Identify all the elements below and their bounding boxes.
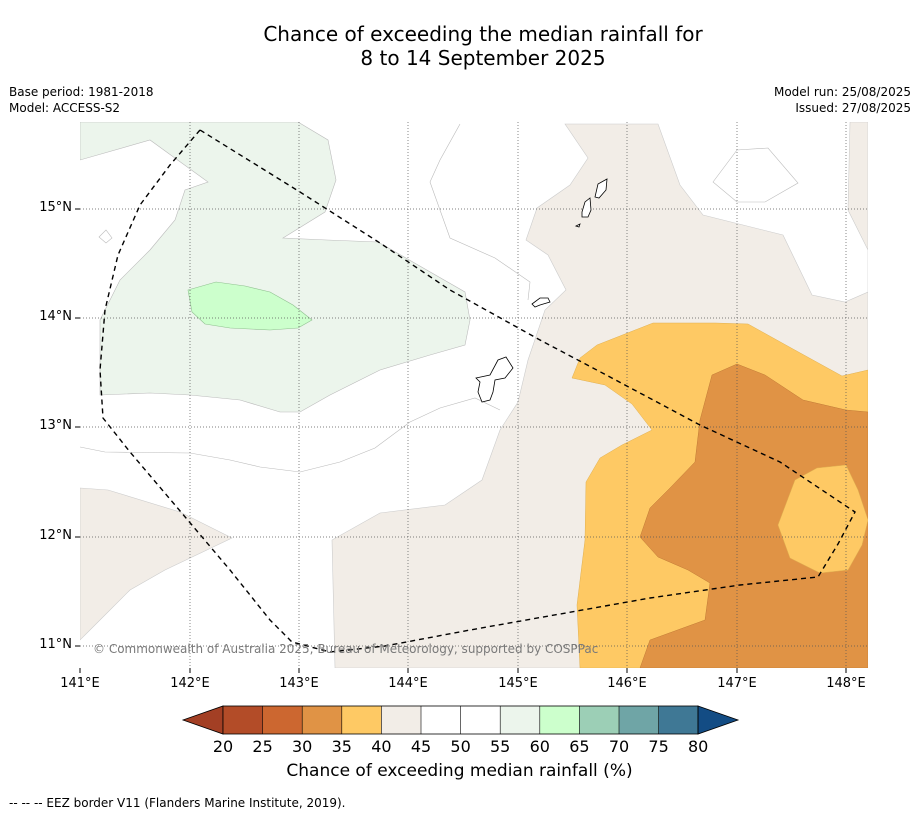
beige-region-southwest — [80, 487, 233, 641]
graticule — [80, 122, 868, 668]
lon-label-145e: 145°E — [498, 676, 538, 691]
colorbar-tick-45: 45 — [410, 737, 432, 756]
lon-label-147e: 147°E — [717, 676, 757, 691]
axis-ticks — [75, 208, 847, 673]
base-period: Base period: 1981-2018 — [9, 85, 154, 99]
lat-label-15n: 15°N — [39, 200, 72, 215]
island-saipan — [594, 178, 608, 199]
lon-label-148e: 148°E — [826, 676, 866, 691]
colorbar-tick-50: 50 — [450, 737, 471, 756]
colorbar-bin-55-60 — [500, 706, 540, 734]
colorbar-tick-60: 60 — [529, 737, 550, 756]
lat-label-11n: 11°N — [39, 637, 72, 652]
colorbar-tick-65: 65 — [569, 737, 590, 756]
lat-label-13n: 13°N — [39, 418, 72, 433]
model-run: Model run: 25/08/2025 — [773, 85, 911, 99]
island-tinian — [581, 197, 592, 218]
island-aguijan — [574, 223, 581, 228]
lon-label-143e: 143°E — [279, 676, 319, 691]
colorbar-bin-30-35 — [302, 706, 342, 734]
issued-date: Issued: 27/08/2025 — [795, 101, 911, 115]
colorbar — [181, 705, 740, 735]
island-rota — [531, 297, 551, 308]
colorbar-tick-30: 30 — [292, 737, 313, 756]
colorbar-bin-20-25 — [223, 706, 263, 734]
contour-line-middle — [80, 397, 501, 473]
eez-footnote: -- -- -- EEZ border V11 (Flanders Marine… — [9, 796, 346, 810]
colorbar-tick-55: 55 — [490, 737, 511, 756]
lon-label-142e: 142°E — [170, 676, 210, 691]
colorbar-bin-40-45 — [381, 706, 421, 734]
colorbar-bin-75-80 — [658, 706, 699, 734]
islands — [475, 178, 608, 403]
colorbar-tick-20: 20 — [212, 737, 234, 756]
colorbar-title: Chance of exceeding median rainfall (%) — [286, 761, 633, 781]
copyright-notice: © Commonwealth of Australia 2025, Bureau… — [93, 642, 599, 656]
model-name: Model: ACCESS-S2 — [9, 101, 121, 115]
colorbar-tick-70: 70 — [608, 737, 630, 756]
metadata-right: Model run: 25/08/2025 Issued: 27/08/2025 — [774, 84, 911, 116]
colorbar-tick-75: 75 — [648, 737, 669, 756]
eez-border — [99, 129, 856, 653]
lon-label-144e: 144°E — [388, 676, 428, 691]
title-line-2: 8 to 14 September 2025 — [360, 46, 606, 70]
colorbar-over-arrow — [697, 705, 740, 735]
colorbar-bin-45-50 — [421, 706, 461, 734]
colorbar-tick-80: 80 — [688, 737, 709, 756]
colorbar-bin-60-65 — [539, 706, 580, 734]
colorbar-tick-40: 40 — [371, 737, 392, 756]
white-pocket-west — [98, 229, 113, 244]
colorbar-bin-70-75 — [619, 706, 659, 734]
lon-label-141e: 141°E — [60, 676, 100, 691]
map-title: Chance of exceeding the median rainfall … — [0, 22, 919, 70]
lat-label-12n: 12°N — [39, 528, 72, 543]
yellow-pocket — [777, 464, 868, 574]
pale-green-region — [80, 122, 471, 413]
colorbar-bin-35-40 — [341, 706, 382, 734]
lon-label-146e: 146°E — [607, 676, 647, 691]
contour-line-north — [429, 123, 531, 301]
colorbar-bin-25-30 — [262, 706, 303, 734]
colorbar-bin-65-70 — [579, 706, 619, 734]
lat-label-14n: 14°N — [39, 309, 72, 324]
island-guam — [475, 356, 514, 403]
title-line-1: Chance of exceeding the median rainfall … — [263, 22, 703, 46]
colorbar-bin-50-55 — [460, 706, 501, 734]
colorbar-under-arrow — [181, 705, 224, 735]
colorbar-tick-35: 35 — [331, 737, 352, 756]
metadata-left: Base period: 1981-2018 Model: ACCESS-S2 — [9, 84, 154, 116]
colorbar-tick-25: 25 — [252, 737, 273, 756]
